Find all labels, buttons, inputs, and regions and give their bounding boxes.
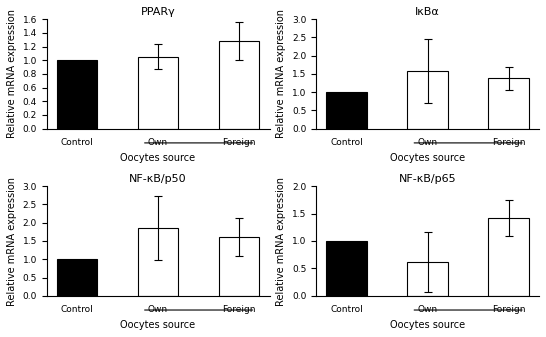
- Title: NF-κB/p50: NF-κB/p50: [129, 174, 187, 184]
- Bar: [327, 92, 367, 129]
- Bar: [57, 259, 97, 296]
- Bar: [488, 218, 529, 296]
- Y-axis label: Relative mRNA expression: Relative mRNA expression: [7, 177, 17, 306]
- X-axis label: Oocytes source: Oocytes source: [390, 153, 465, 163]
- Title: PPARγ: PPARγ: [141, 7, 175, 17]
- Bar: [57, 60, 97, 129]
- Bar: [138, 228, 179, 296]
- X-axis label: Oocytes source: Oocytes source: [390, 320, 465, 330]
- Bar: [219, 41, 259, 129]
- Title: IκBα: IκBα: [415, 7, 440, 17]
- Title: NF-κB/p65: NF-κB/p65: [399, 174, 456, 184]
- Bar: [327, 241, 367, 296]
- Y-axis label: Relative mRNA expression: Relative mRNA expression: [276, 177, 287, 306]
- Bar: [407, 262, 448, 296]
- Bar: [138, 57, 179, 129]
- Y-axis label: Relative mRNA expression: Relative mRNA expression: [276, 9, 287, 139]
- X-axis label: Oocytes source: Oocytes source: [121, 320, 195, 330]
- X-axis label: Oocytes source: Oocytes source: [121, 153, 195, 163]
- Bar: [488, 78, 529, 129]
- Bar: [407, 71, 448, 129]
- Y-axis label: Relative mRNA expression: Relative mRNA expression: [7, 9, 17, 139]
- Bar: [219, 237, 259, 296]
